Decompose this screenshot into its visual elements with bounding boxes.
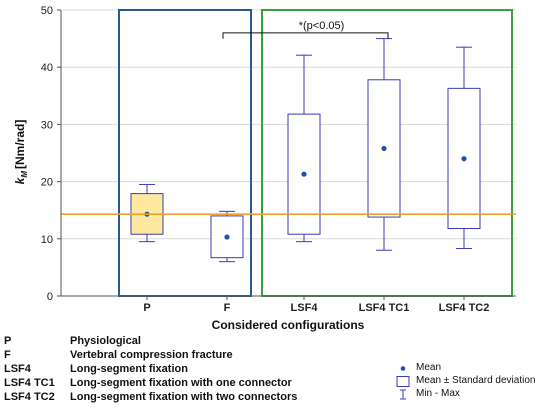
y-tick-label-50: 50 xyxy=(41,5,53,17)
y-tick-label-30: 30 xyxy=(41,119,53,131)
x-tick-label-f: F xyxy=(224,302,231,314)
abbreviation-code: F xyxy=(4,349,11,361)
x-tick-label-lsf4: LSF4 xyxy=(291,302,319,314)
abbreviation-description: Long-segment fixation xyxy=(70,363,188,375)
box-icon xyxy=(396,376,410,387)
y-tick-label-40: 40 xyxy=(41,62,53,74)
significance-layer: *(p<0.05) xyxy=(222,20,389,39)
axis-layer: 0 10 20 30 40 50 P F LSF4 LSF4 TC1 LSF4 TC2 xyxy=(41,5,516,314)
y-tick-label-10: 10 xyxy=(41,234,53,246)
box-layer xyxy=(130,38,481,263)
legend-label-sd: Mean ± Standard deviation xyxy=(416,375,536,386)
mean-dot-lsf4-tc1 xyxy=(381,145,387,152)
x-tick-label-p: P xyxy=(143,302,150,314)
significance-label: *(p<0.05) xyxy=(299,20,345,32)
abbreviation-description: Physiological xyxy=(70,335,141,347)
whisker-icon xyxy=(400,389,406,400)
box-lsf4-tc1 xyxy=(367,79,401,218)
x-axis-title: Considered configurations xyxy=(212,318,365,332)
abbreviation-description: Vertebral compression fracture xyxy=(70,349,233,361)
significance-bracket xyxy=(222,32,389,39)
x-tick-label-lsf4-tc1: LSF4 TC1 xyxy=(359,302,410,314)
x-tick-label-lsf4-tc2: LSF4 TC2 xyxy=(439,302,490,314)
legend-label-minmax: Min - Max xyxy=(416,388,460,399)
y-tick-label-20: 20 xyxy=(41,177,53,189)
abbreviation-code: LSF4 xyxy=(4,363,31,375)
mean-dot-f xyxy=(224,234,230,240)
mean-dot-lsf4-tc2 xyxy=(461,156,467,162)
abbreviation-code: LSF4 TC2 xyxy=(4,391,55,403)
abbreviation-code: LSF4 TC1 xyxy=(4,377,55,389)
mean-dot-icon xyxy=(400,366,406,371)
abbreviation-description: Long-segment fixation with two connector… xyxy=(70,391,298,403)
y-axis-title: kM[Nm/rad] xyxy=(13,120,29,185)
legend-label-mean: Mean xyxy=(416,362,442,373)
abbreviation-code: P xyxy=(4,335,12,347)
mean-dot-lsf4 xyxy=(301,171,307,177)
abbreviation-description: Long-segment fixation with one connector xyxy=(70,377,292,389)
y-tick-label-0: 0 xyxy=(47,291,53,303)
